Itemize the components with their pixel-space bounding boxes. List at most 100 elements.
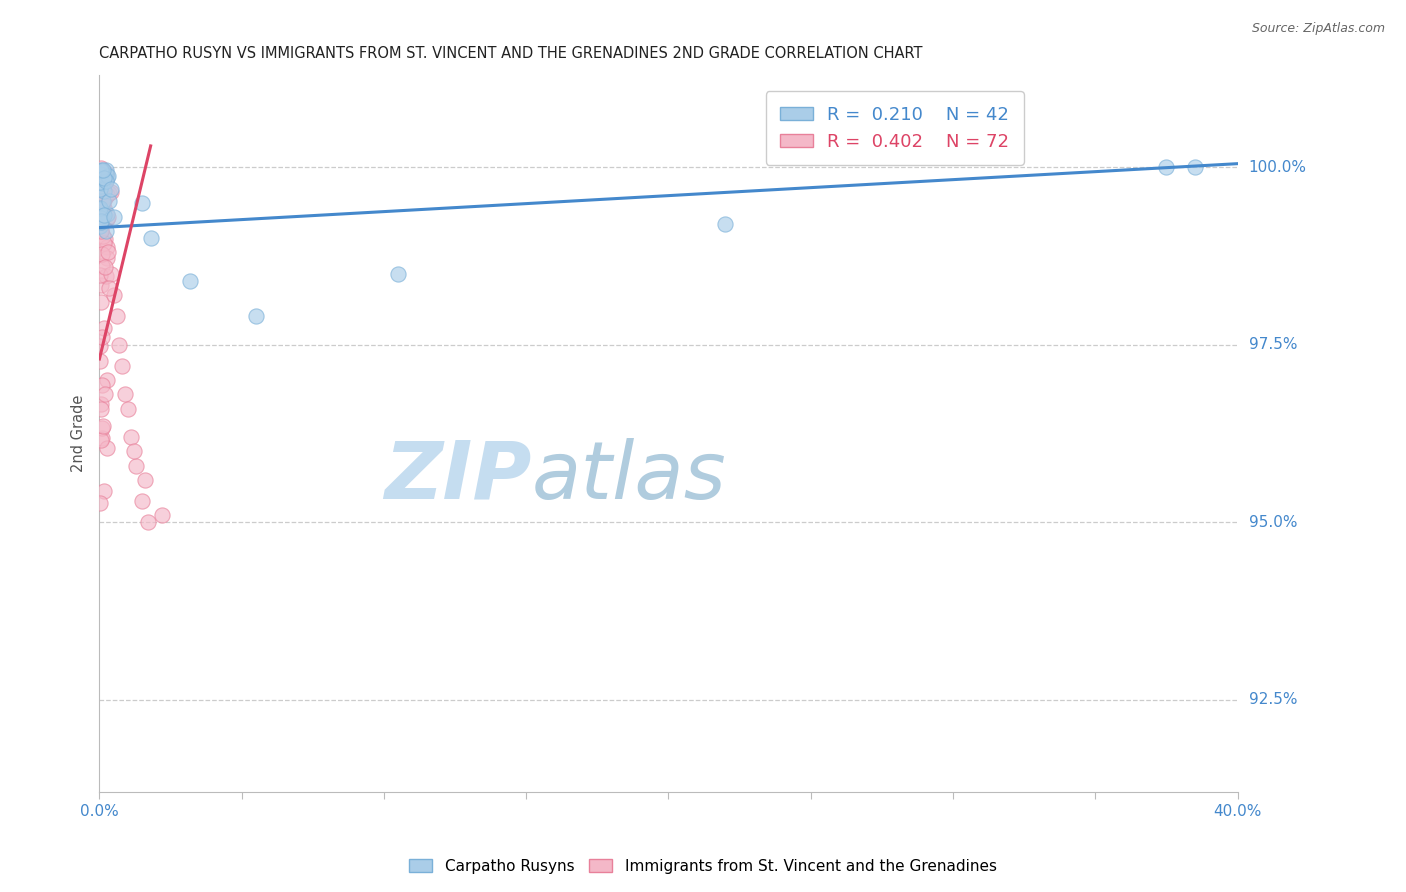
- Point: [97, 245, 120, 260]
- Point: [93, 201, 115, 215]
- Point: [387, 267, 409, 281]
- Point: [131, 494, 153, 508]
- Text: ZIP: ZIP: [384, 438, 531, 516]
- Point: [93, 235, 115, 250]
- Point: [96, 211, 118, 226]
- Point: [90, 203, 112, 218]
- Point: [90, 179, 112, 194]
- Point: [90, 433, 112, 447]
- Point: [90, 224, 112, 238]
- Text: Source: ZipAtlas.com: Source: ZipAtlas.com: [1251, 22, 1385, 36]
- Point: [91, 165, 114, 179]
- Point: [90, 175, 112, 189]
- Point: [96, 188, 118, 202]
- Point: [117, 401, 139, 416]
- Point: [89, 219, 111, 233]
- Y-axis label: 2nd Grade: 2nd Grade: [72, 395, 86, 472]
- Point: [89, 201, 111, 215]
- Text: atlas: atlas: [531, 438, 727, 516]
- Point: [91, 259, 114, 273]
- Point: [96, 163, 118, 178]
- Point: [96, 169, 118, 184]
- Point: [94, 173, 117, 187]
- Point: [93, 170, 115, 185]
- Point: [94, 268, 117, 283]
- Point: [94, 387, 117, 401]
- Point: [91, 163, 114, 178]
- Point: [91, 246, 114, 260]
- Point: [91, 177, 114, 191]
- Point: [91, 194, 114, 209]
- Point: [91, 180, 114, 194]
- Point: [91, 166, 114, 180]
- Point: [90, 295, 112, 310]
- Legend: R =  0.210    N = 42, R =  0.402    N = 72: R = 0.210 N = 42, R = 0.402 N = 72: [766, 91, 1024, 165]
- Point: [90, 330, 112, 344]
- Point: [103, 210, 125, 224]
- Point: [139, 231, 162, 245]
- Point: [93, 321, 115, 335]
- Point: [90, 278, 112, 293]
- Text: 95.0%: 95.0%: [1249, 515, 1298, 530]
- Text: 92.5%: 92.5%: [1249, 692, 1298, 707]
- Point: [89, 208, 111, 222]
- Point: [93, 483, 115, 498]
- Point: [1156, 160, 1178, 174]
- Point: [125, 458, 148, 473]
- Point: [93, 209, 115, 223]
- Point: [90, 378, 112, 392]
- Point: [94, 174, 117, 188]
- Point: [100, 267, 122, 281]
- Point: [89, 171, 111, 186]
- Point: [89, 217, 111, 231]
- Point: [89, 202, 111, 216]
- Point: [93, 184, 115, 198]
- Point: [89, 179, 111, 194]
- Point: [245, 310, 267, 324]
- Point: [93, 173, 115, 187]
- Text: 100.0%: 100.0%: [1249, 160, 1306, 175]
- Point: [120, 430, 142, 444]
- Point: [90, 431, 112, 445]
- Point: [96, 240, 118, 254]
- Point: [89, 168, 111, 182]
- Point: [90, 205, 112, 219]
- Text: 97.5%: 97.5%: [1249, 337, 1298, 352]
- Point: [89, 496, 111, 510]
- Point: [94, 232, 117, 246]
- Point: [91, 228, 114, 243]
- Point: [114, 387, 136, 401]
- Point: [122, 444, 145, 458]
- Point: [90, 201, 112, 215]
- Point: [131, 195, 153, 210]
- Point: [96, 207, 118, 221]
- Point: [100, 185, 122, 199]
- Point: [90, 211, 112, 226]
- Point: [90, 209, 112, 223]
- Point: [90, 397, 112, 411]
- Point: [94, 191, 117, 205]
- Point: [94, 165, 117, 179]
- Point: [91, 207, 114, 221]
- Point: [90, 176, 112, 190]
- Point: [89, 181, 111, 195]
- Point: [98, 281, 121, 295]
- Point: [111, 359, 134, 373]
- Point: [90, 168, 112, 182]
- Point: [89, 339, 111, 353]
- Point: [108, 338, 131, 352]
- Point: [89, 268, 111, 282]
- Point: [97, 186, 120, 200]
- Point: [89, 171, 111, 186]
- Point: [90, 223, 112, 237]
- Point: [91, 195, 114, 210]
- Point: [90, 421, 112, 435]
- Text: CARPATHO RUSYN VS IMMIGRANTS FROM ST. VINCENT AND THE GRENADINES 2ND GRADE CORRE: CARPATHO RUSYN VS IMMIGRANTS FROM ST. VI…: [100, 46, 922, 62]
- Point: [97, 210, 120, 224]
- Point: [91, 419, 114, 434]
- Point: [91, 166, 114, 180]
- Point: [97, 169, 120, 183]
- Legend: Carpatho Rusyns, Immigrants from St. Vincent and the Grenadines: Carpatho Rusyns, Immigrants from St. Vin…: [404, 853, 1002, 880]
- Point: [96, 441, 118, 455]
- Point: [103, 288, 125, 302]
